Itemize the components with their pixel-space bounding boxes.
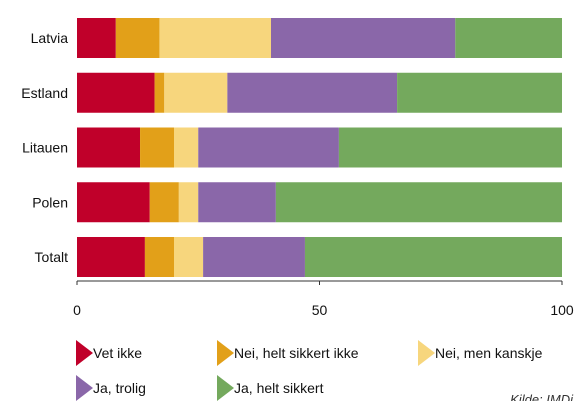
bar-litauen-ja-trolig	[198, 127, 339, 168]
legend-label: Ja, trolig	[93, 380, 146, 396]
legend-label: Nei, men kanskje	[435, 345, 543, 361]
legend-swatch-nei-men-kanskje	[418, 340, 435, 366]
bar-estland-ja-helt-sikkert	[397, 72, 562, 113]
bar-latvia-ja-helt-sikkert	[455, 18, 562, 58]
bar-polen-nei-helt-sikkert-ikke	[149, 182, 179, 223]
bar-totalt-ja-helt-sikkert	[304, 237, 562, 277]
bar-litauen-nei-men-kanskje	[174, 127, 199, 168]
bar-estland-ja-trolig	[227, 72, 398, 113]
bar-polen-vet-ikke	[77, 182, 150, 223]
bar-litauen-nei-helt-sikkert-ikke	[140, 127, 174, 168]
bar-estland-vet-ikke	[77, 72, 155, 113]
legend-label: Vet ikke	[93, 345, 142, 361]
bar-latvia-vet-ikke	[77, 18, 116, 58]
x-tick-label: 50	[312, 302, 328, 318]
bar-totalt-nei-helt-sikkert-ikke	[144, 237, 174, 277]
category-labels: Latvia Estland Litauen Polen Totalt	[21, 30, 68, 265]
category-label: Polen	[32, 194, 68, 210]
source-note: Kilde: IMDi	[510, 392, 574, 401]
bar-polen-ja-trolig	[198, 182, 276, 223]
bar-totalt-ja-trolig	[203, 237, 305, 277]
legend-swatch-ja-helt-sikkert	[217, 375, 234, 401]
legend-swatch-nei-helt-sikkert-ikke	[217, 340, 234, 366]
bar-litauen-ja-helt-sikkert	[338, 127, 562, 168]
category-label: Latvia	[31, 30, 69, 46]
bar-latvia-ja-trolig	[271, 18, 456, 58]
bars-group	[77, 18, 562, 277]
category-label: Totalt	[35, 249, 69, 265]
category-label: Litauen	[22, 140, 68, 156]
legend: Vet ikke Nei, helt sikkert ikke Nei, men k…	[76, 340, 543, 401]
legend-swatch-ja-trolig	[76, 375, 93, 401]
x-tick-label: 0	[73, 302, 81, 318]
legend-label: Nei, helt sikkert ikke	[234, 345, 359, 361]
bar-litauen-vet-ikke	[77, 127, 141, 168]
bar-totalt-vet-ikke	[77, 237, 145, 277]
bar-polen-ja-helt-sikkert	[275, 182, 562, 223]
x-axis-ticks: 0 50 100	[73, 281, 574, 318]
bar-estland-nei-men-kanskje	[164, 72, 228, 113]
bar-totalt-nei-men-kanskje	[174, 237, 204, 277]
legend-label: Ja, helt sikkert	[234, 380, 324, 396]
category-label: Estland	[21, 85, 68, 101]
bar-latvia-nei-men-kanskje	[159, 18, 271, 58]
bar-estland-nei-helt-sikkert-ikke	[154, 72, 165, 113]
bar-latvia-nei-helt-sikkert-ikke	[115, 18, 160, 58]
legend-swatch-vet-ikke	[76, 340, 93, 366]
x-tick-label: 100	[550, 302, 574, 318]
bar-polen-nei-men-kanskje	[178, 182, 199, 223]
